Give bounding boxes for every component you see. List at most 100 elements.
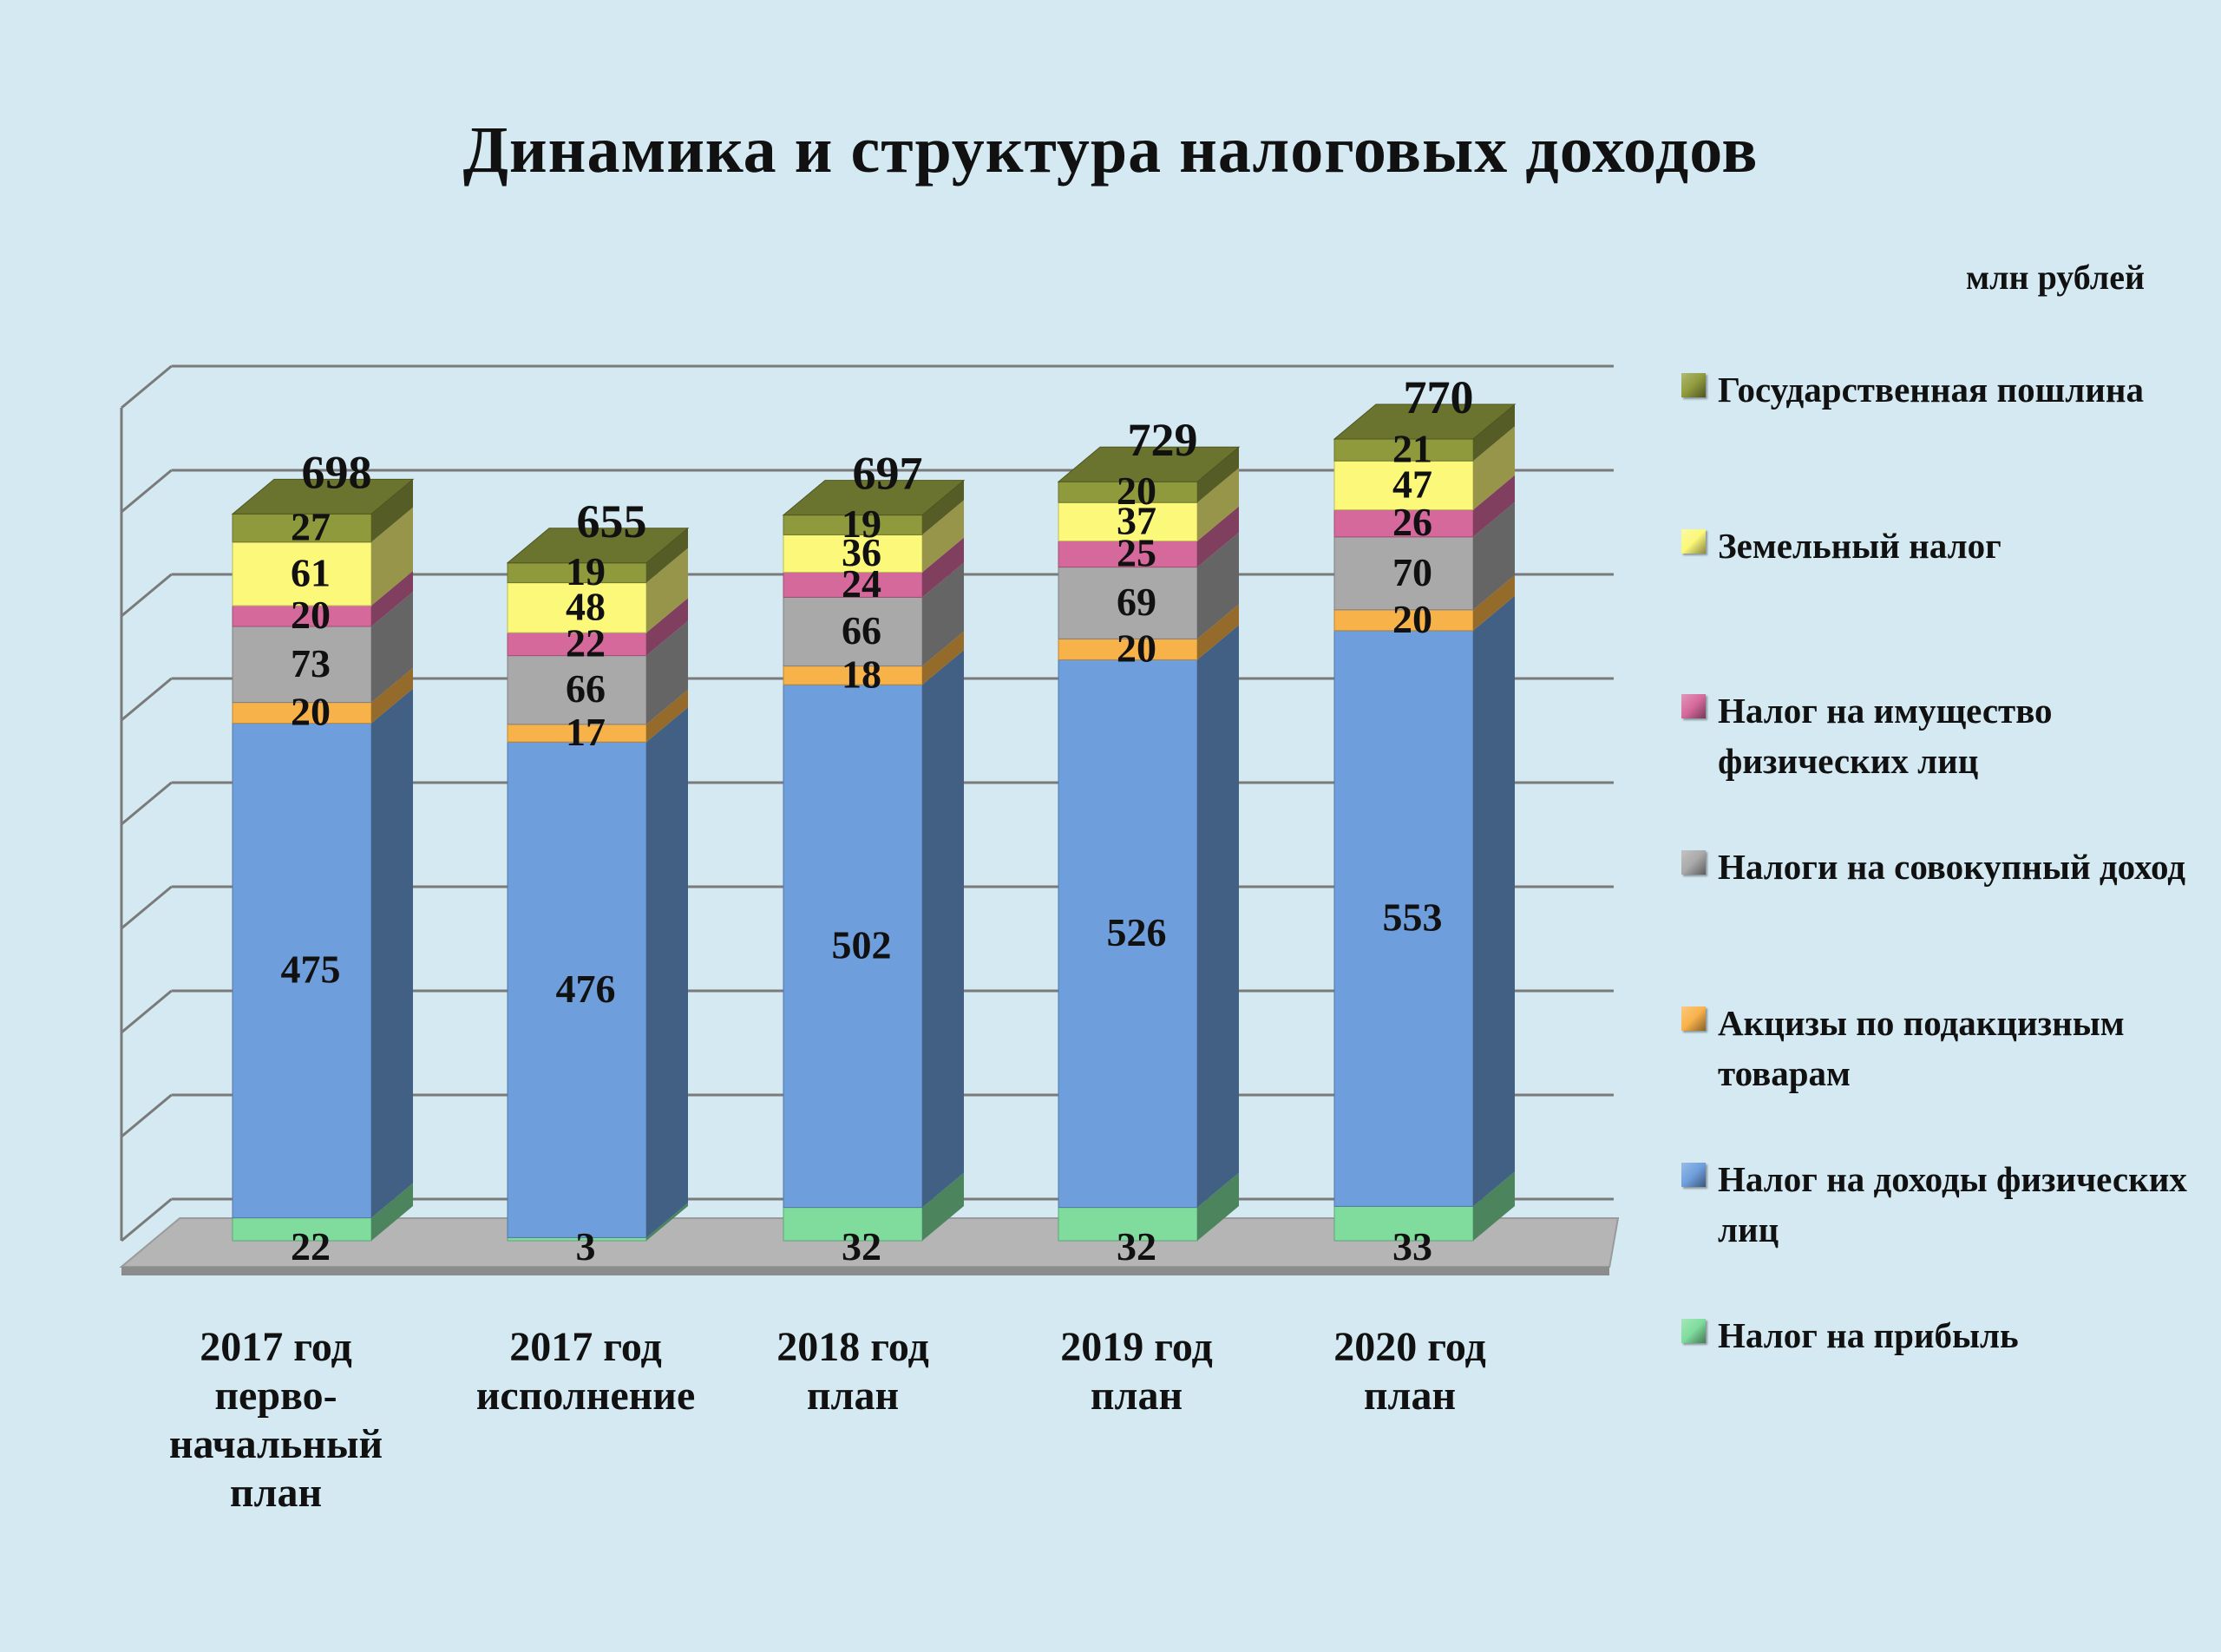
bar-segment — [783, 572, 923, 598]
data-label: 66 — [566, 666, 606, 711]
bar-segment-side — [646, 689, 688, 743]
x-tick-label: 2018 год план — [776, 1324, 929, 1419]
data-label: 33 — [1392, 1224, 1432, 1268]
bar-segment — [1058, 502, 1198, 542]
data-label: 47 — [1392, 462, 1432, 506]
x-tick-label: 2019 год план — [1060, 1324, 1213, 1419]
bar-segment-side — [371, 507, 413, 606]
bar-segment-side — [646, 528, 688, 583]
legend-swatch — [1681, 529, 1706, 554]
data-label: 36 — [842, 530, 881, 574]
floor-edge — [121, 1267, 1609, 1275]
legend-item: Земельный налог — [1681, 521, 2204, 571]
legend-label: Налог на имущество физических лиц — [1718, 691, 2053, 781]
data-label: 553 — [1383, 895, 1443, 940]
data-label: 19 — [566, 549, 606, 593]
legend-label: Земельный налог — [1718, 526, 2002, 566]
bar-segment-side — [371, 479, 413, 542]
bar-top — [1057, 446, 1241, 482]
grid-line-side — [121, 677, 173, 722]
bar-segment-side — [646, 1203, 688, 1241]
bar-segment-side — [1197, 1172, 1239, 1241]
grid-line-side — [121, 989, 173, 1034]
data-label: 66 — [842, 608, 881, 652]
bar-segment-side — [646, 707, 688, 1238]
bar-segment-side — [371, 667, 413, 724]
total-label: 770 — [1404, 371, 1474, 423]
bar-segment — [1333, 1205, 1474, 1242]
bar-segment — [232, 626, 372, 704]
data-label: 32 — [842, 1224, 881, 1268]
data-label: 25 — [1117, 531, 1156, 575]
bar-segment — [1058, 541, 1198, 568]
bar-segment — [1333, 630, 1474, 1207]
bar-segment — [232, 605, 372, 627]
data-label: 61 — [291, 550, 331, 594]
data-label: 20 — [1117, 469, 1156, 513]
bar-segment — [1333, 460, 1474, 511]
bar-segment — [507, 632, 647, 657]
bar-segment — [1333, 536, 1474, 611]
bar-segment — [232, 723, 372, 1219]
grid-line-side — [121, 885, 173, 930]
bar-segment-side — [1473, 595, 1515, 1207]
bar-segment-side — [1197, 604, 1239, 660]
bar-top — [782, 480, 966, 516]
data-label: 37 — [1117, 498, 1156, 542]
bar-segment-side — [1473, 574, 1515, 631]
data-label: 17 — [566, 710, 606, 754]
legend-swatch — [1681, 1163, 1706, 1187]
bar-segment-side — [922, 480, 964, 535]
data-label: 73 — [291, 641, 331, 685]
legend-swatch — [1681, 373, 1706, 397]
bar-segment — [1333, 609, 1474, 632]
bar-segment — [232, 1217, 372, 1242]
chart-title: Динамика и структура налоговых доходов — [462, 114, 1759, 187]
bar-segment — [1058, 1207, 1198, 1242]
bar-segment-side — [646, 598, 688, 656]
data-label: 20 — [1392, 597, 1432, 641]
data-label: 69 — [1117, 580, 1156, 624]
grid-line-side — [121, 1197, 173, 1242]
bar-segment-side — [922, 1172, 964, 1241]
bar-top — [506, 528, 690, 564]
bar-segment-side — [1197, 506, 1239, 567]
data-label: 22 — [566, 620, 606, 665]
data-label: 70 — [1392, 550, 1432, 594]
data-label: 32 — [1117, 1224, 1156, 1268]
bar-segment-side — [371, 592, 413, 703]
legend-item: Акцизы по подакцизным товарам — [1681, 998, 2204, 1098]
legend-item: Налоги на совокупный доход — [1681, 842, 2204, 892]
bar-segment-side — [922, 562, 964, 666]
bar-segment — [783, 684, 923, 1209]
data-label: 21 — [1392, 427, 1432, 471]
legend-item: Налог на прибыль — [1681, 1310, 2204, 1360]
total-label: 697 — [853, 448, 923, 500]
bar-segment — [507, 582, 647, 633]
bar-segment-side — [1473, 475, 1515, 537]
legend-swatch — [1681, 850, 1706, 875]
bar-segment-side — [371, 571, 413, 626]
bar-segment-side — [1473, 502, 1515, 610]
total-label: 655 — [577, 495, 647, 547]
bar-segment-side — [922, 650, 964, 1208]
data-label: 24 — [842, 561, 881, 606]
legend-item: Налог на доходы физических лиц — [1681, 1154, 2204, 1255]
grid-line-side — [121, 781, 173, 826]
bar-segment — [232, 541, 372, 606]
bar-segment — [1333, 438, 1474, 462]
x-tick-label: 2017 год исполнение — [475, 1324, 696, 1419]
data-label: 27 — [291, 505, 331, 549]
unit-label: млн рублей — [1965, 258, 2145, 297]
data-label: 19 — [842, 502, 881, 546]
total-label: 698 — [302, 446, 372, 498]
bar-segment — [1333, 509, 1474, 538]
bar-segment — [1058, 481, 1198, 503]
data-label: 502 — [832, 922, 892, 967]
x-tick-label: 2020 год план — [1333, 1324, 1486, 1419]
grid-line-side — [121, 364, 173, 410]
x-tick-label: 2017 год перво- начальный план — [168, 1324, 383, 1516]
bar-segment — [507, 655, 647, 725]
legend-label: Акцизы по подакцизным товарам — [1718, 1003, 2125, 1093]
